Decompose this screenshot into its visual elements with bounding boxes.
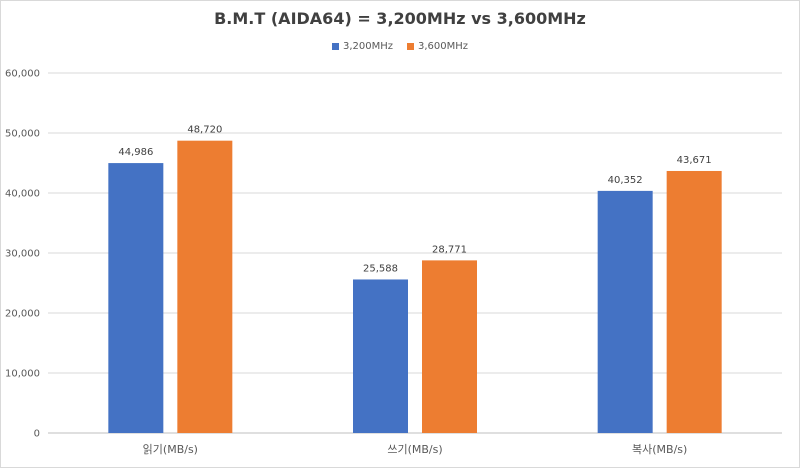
legend-swatch-3200	[331, 43, 339, 50]
data-label: 48,720	[187, 125, 222, 136]
y-tick-label: 40,000	[5, 189, 40, 200]
data-label: 43,671	[677, 155, 712, 166]
y-tick-label: 10,000	[5, 369, 40, 380]
bar	[597, 190, 653, 433]
chart-legend: 3,200MHz 3,600MHz	[0, 41, 800, 52]
legend-swatch-3600	[407, 43, 414, 50]
data-label: 40,352	[608, 175, 643, 186]
chart-title: B.M.T (AIDA64) = 3,200MHz vs 3,600MHz	[214, 9, 586, 28]
x-category-label: 쓰기(MB/s)	[387, 443, 442, 456]
x-category-label: 읽기(MB/s)	[143, 443, 198, 456]
y-tick-label: 0	[34, 429, 40, 440]
y-tick-label: 50,000	[5, 129, 40, 140]
bar	[353, 279, 408, 433]
legend-item-3600: 3,600MHz	[407, 41, 468, 52]
data-label: 25,588	[363, 263, 398, 274]
bar	[177, 140, 233, 433]
y-tick-label: 60,000	[5, 69, 40, 80]
x-category-label: 복사(MB/s)	[632, 443, 687, 456]
y-tick-label: 20,000	[5, 309, 40, 320]
bar	[666, 170, 722, 433]
legend-item-3200: 3,200MHz	[331, 41, 393, 52]
data-label: 44,986	[118, 147, 153, 158]
bar	[422, 260, 477, 433]
data-label: 28,771	[432, 244, 467, 255]
legend-label-3600: 3,600MHz	[418, 41, 469, 52]
legend-label-3200: 3,200MHz	[342, 41, 393, 52]
bar	[108, 163, 164, 434]
y-tick-label: 30,000	[5, 249, 40, 260]
